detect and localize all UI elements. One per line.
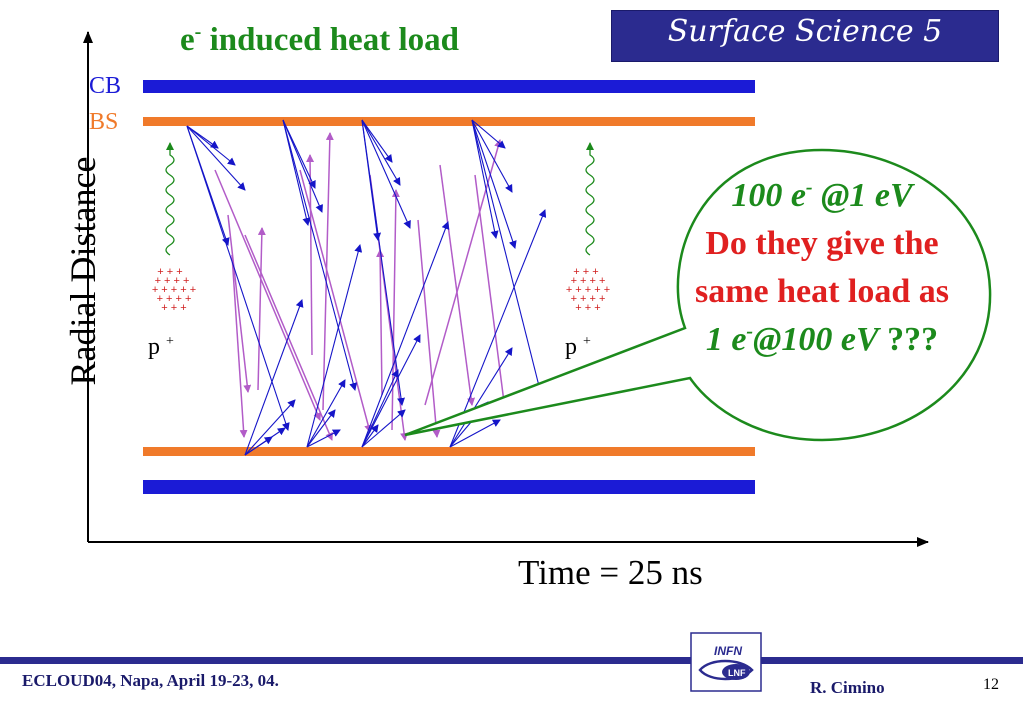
svg-text:+ + +: + + + <box>575 302 600 314</box>
proton-base: p <box>148 334 160 360</box>
bs-top-bar <box>143 117 755 126</box>
x-axis-label: Time = 25 ns <box>518 553 703 592</box>
title-main: e <box>180 22 195 58</box>
bubble-line-4b: @100 eV <box>753 321 879 358</box>
photon-left <box>165 142 175 256</box>
y-axis-label: Radial Distance <box>63 156 103 386</box>
slide-title: e- induced heat load <box>180 22 459 59</box>
label-bs: BS <box>89 109 119 135</box>
bubble-line-1: 100 e- @1 eV <box>668 172 976 220</box>
bubble-text: 100 e- @1 eV Do they give the same heat … <box>668 172 976 364</box>
topic-label: Surface Science 5 <box>667 14 943 49</box>
svg-text:+ + + +: + + + + <box>157 293 192 305</box>
bubble-line-1a: 100 e <box>731 177 806 214</box>
bubble-line-1-sup: - <box>805 176 813 199</box>
bubble-line-4-sup: - <box>746 320 754 343</box>
svg-text:+ + + + +: + + + + + <box>566 284 610 296</box>
proton-label-right: p + <box>565 334 591 361</box>
proton-bunch-right: + + + + + + + + + + + + + + + + + + + <box>566 266 610 314</box>
bubble-line-3: same heat load as <box>694 273 950 310</box>
svg-text:+ + + + +: + + + + + <box>152 284 196 296</box>
proton-sup: + <box>166 334 174 349</box>
cb-top-bar <box>143 80 755 93</box>
bubble-line-4: 1 e-@100 eV ??? <box>668 316 976 364</box>
svg-text:+ + + +: + + + + <box>571 275 606 287</box>
proton-label-left: p + <box>148 334 174 361</box>
topic-banner <box>611 10 999 62</box>
speech-bubble <box>404 148 992 442</box>
bubble-line-4a: 1 e <box>705 321 747 358</box>
proton-sup: + <box>583 334 591 349</box>
svg-text:+ + +: + + + <box>573 266 598 278</box>
photon-right <box>585 142 595 256</box>
svg-text:+ + + +: + + + + <box>571 293 606 305</box>
bubble-line-1b: @1 eV <box>812 177 913 214</box>
footer-line <box>0 657 1023 664</box>
footer-author: R. Cimino <box>810 678 885 697</box>
electrons <box>186 119 547 456</box>
svg-text:+ + +: + + + <box>157 266 182 278</box>
infn-lnf-logo: INFN LNF <box>690 632 762 692</box>
title-rest: induced heat load <box>201 22 459 58</box>
cb-bottom-bar <box>143 480 755 494</box>
bs-bottom-bar <box>143 447 755 456</box>
label-cb: CB <box>89 73 122 99</box>
svg-text:+ + +: + + + <box>161 302 186 314</box>
title-sup: - <box>194 21 202 43</box>
proton-base: p <box>565 334 577 360</box>
footer-conference: ECLOUD04, Napa, April 19-23, 04. <box>22 671 279 690</box>
svg-text:+ + + +: + + + + <box>155 275 190 287</box>
logo-text-top: INFN <box>714 644 742 658</box>
logo-text-bottom: LNF <box>728 668 746 678</box>
bubble-line-4c: ??? <box>878 321 939 358</box>
reflected-electrons <box>214 132 509 441</box>
proton-bunch-left: + + + + + + + + + + + + + + + + + + + <box>152 266 196 314</box>
page-number: 12 <box>983 676 999 693</box>
bubble-line-2: Do they give the <box>705 225 939 262</box>
